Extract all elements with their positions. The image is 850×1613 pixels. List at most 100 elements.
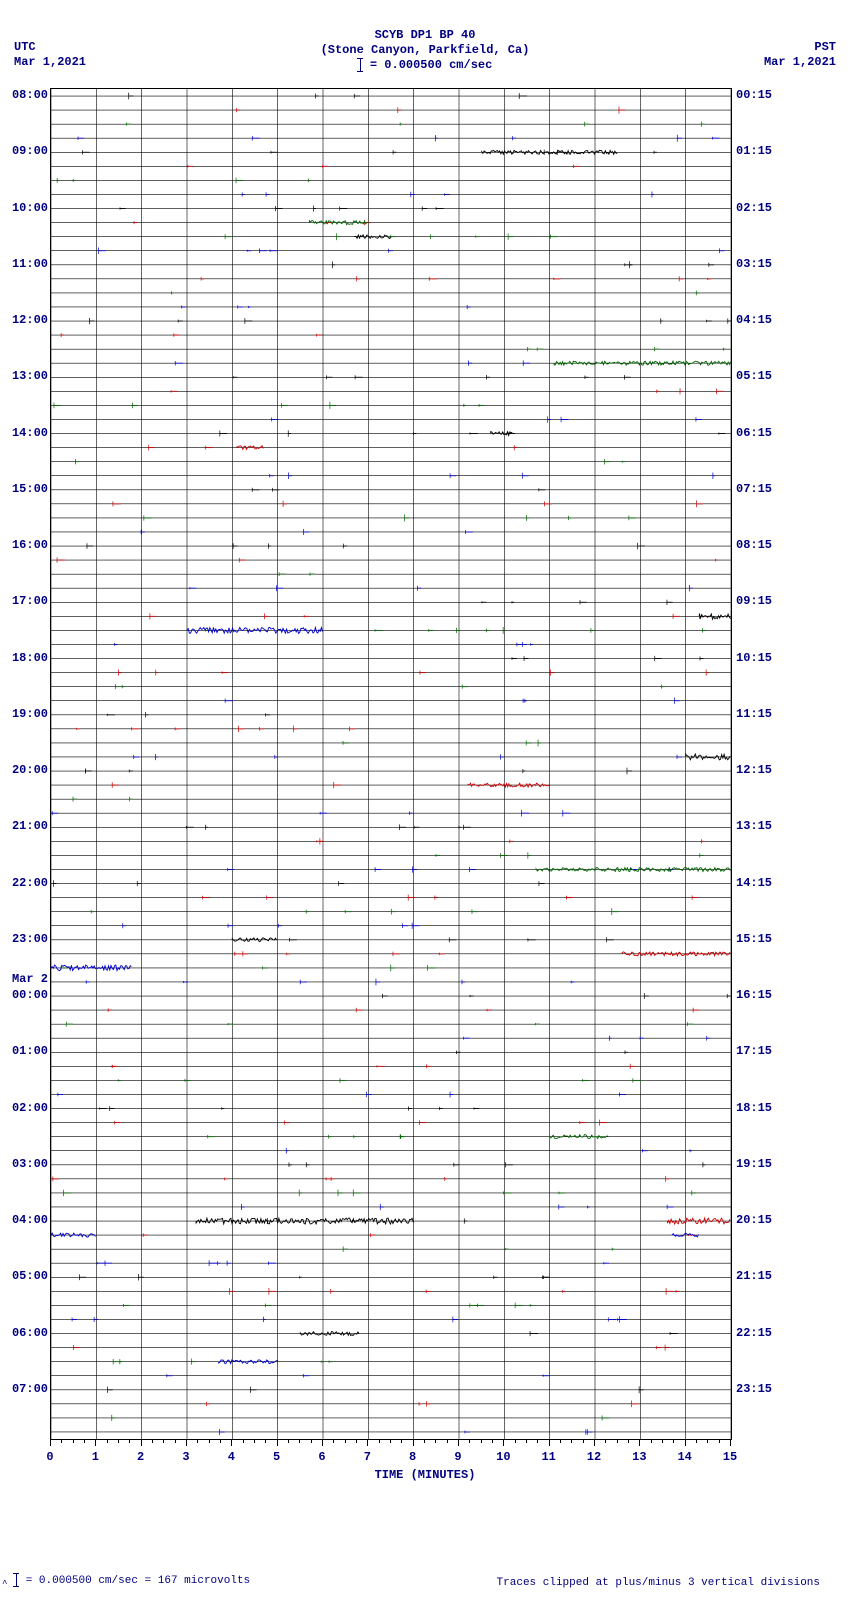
x-tick-label: 0 [46,1450,53,1464]
x-tick-minor [311,1440,312,1443]
x-tick-minor [265,1440,266,1443]
tz-left-label: UTC [14,40,86,55]
x-tick-minor [617,1440,618,1443]
x-tick-major [231,1440,232,1446]
utc-hour-label: 16:00 [4,538,48,552]
tz-right: PST Mar 1,2021 [764,40,836,70]
x-tick-minor [515,1440,516,1443]
x-tick-minor [424,1440,425,1443]
x-tick-minor [73,1440,74,1443]
footer-scale-bar-icon [16,1573,17,1587]
x-tick-major [95,1440,96,1446]
x-tick-major [413,1440,414,1446]
x-tick-label: 1 [92,1450,99,1464]
pst-hour-label: 12:15 [736,763,792,777]
utc-hour-label: 14:00 [4,426,48,440]
x-tick-label: 2 [137,1450,144,1464]
x-tick-minor [209,1440,210,1443]
x-tick-minor [333,1440,334,1443]
footer-caret: ^ [2,1578,8,1589]
pst-hour-label: 20:15 [736,1213,792,1227]
pst-hour-label: 16:15 [736,988,792,1002]
x-tick-minor [583,1440,584,1443]
utc-hour-label: 02:00 [4,1101,48,1115]
x-tick-minor [390,1440,391,1443]
x-tick-major [186,1440,187,1446]
utc-hour-label: 05:00 [4,1269,48,1283]
pst-hour-label: 06:15 [736,426,792,440]
x-tick-major [458,1440,459,1446]
trace-plot [50,88,732,1440]
pst-hour-label: 19:15 [736,1157,792,1171]
x-tick-major [141,1440,142,1446]
x-tick-minor [673,1440,674,1443]
x-tick-major [639,1440,640,1446]
utc-hour-label: 09:00 [4,144,48,158]
x-tick-minor [447,1440,448,1443]
x-tick-major [50,1440,51,1446]
x-tick-minor [707,1440,708,1443]
x-tick-minor [481,1440,482,1443]
x-tick-minor [288,1440,289,1443]
trace-svg [51,89,731,1439]
utc-hour-label: 07:00 [4,1382,48,1396]
x-tick-minor [254,1440,255,1443]
utc-hour-label: 10:00 [4,201,48,215]
x-tick-minor [401,1440,402,1443]
x-tick-label: 9 [454,1450,461,1464]
x-axis-title: TIME (MINUTES) [0,1468,850,1482]
pst-hour-label: 22:15 [736,1326,792,1340]
x-tick-label: 13 [632,1450,646,1464]
x-tick-major [503,1440,504,1446]
pst-hour-label: 10:15 [736,651,792,665]
x-tick-minor [220,1440,221,1443]
pst-hour-label: 14:15 [736,876,792,890]
x-tick-minor [628,1440,629,1443]
tz-right-label: PST [764,40,836,55]
utc-hour-label: 17:00 [4,594,48,608]
utc-hour-label: 23:00 [4,932,48,946]
utc-hour-label: 06:00 [4,1326,48,1340]
x-tick-minor [107,1440,108,1443]
x-tick-minor [605,1440,606,1443]
x-tick-minor [662,1440,663,1443]
utc-hour-label: 15:00 [4,482,48,496]
x-tick-label: 5 [273,1450,280,1464]
x-tick-label: 10 [496,1450,510,1464]
x-tick-label: 15 [723,1450,737,1464]
x-tick-major [594,1440,595,1446]
utc-hour-label: 18:00 [4,651,48,665]
x-tick-minor [84,1440,85,1443]
x-tick-minor [469,1440,470,1443]
x-tick-minor [492,1440,493,1443]
x-tick-minor [163,1440,164,1443]
pst-hour-label: 03:15 [736,257,792,271]
pst-hour-label: 02:15 [736,201,792,215]
x-tick-minor [175,1440,176,1443]
pst-hour-label: 08:15 [736,538,792,552]
x-tick-minor [651,1440,652,1443]
x-tick-label: 4 [228,1450,235,1464]
scale-bar-icon [360,58,361,72]
x-tick-minor [560,1440,561,1443]
utc-hour-label: 03:00 [4,1157,48,1171]
tz-left: UTC Mar 1,2021 [14,40,86,70]
pst-hour-label: 15:15 [736,932,792,946]
x-tick-label: 6 [318,1450,325,1464]
footer-right-text: Traces clipped at plus/minus 3 vertical … [497,1577,820,1589]
utc-hour-label: 20:00 [4,763,48,777]
x-tick-minor [571,1440,572,1443]
x-tick-minor [696,1440,697,1443]
x-tick-minor [379,1440,380,1443]
utc-hour-label: 22:00 [4,876,48,890]
footer-left: ^ = 0.000500 cm/sec = 167 microvolts [2,1573,250,1589]
pst-hour-label: 17:15 [736,1044,792,1058]
x-tick-major [685,1440,686,1446]
utc-hour-label: 13:00 [4,369,48,383]
utc-hour-label: 04:00 [4,1213,48,1227]
utc-hour-label: 08:00 [4,88,48,102]
x-tick-minor [197,1440,198,1443]
tz-left-date: Mar 1,2021 [14,55,86,70]
seismogram-page: SCYB DP1 BP 40 (Stone Canyon, Parkfield,… [0,0,850,1613]
x-tick-minor [118,1440,119,1443]
